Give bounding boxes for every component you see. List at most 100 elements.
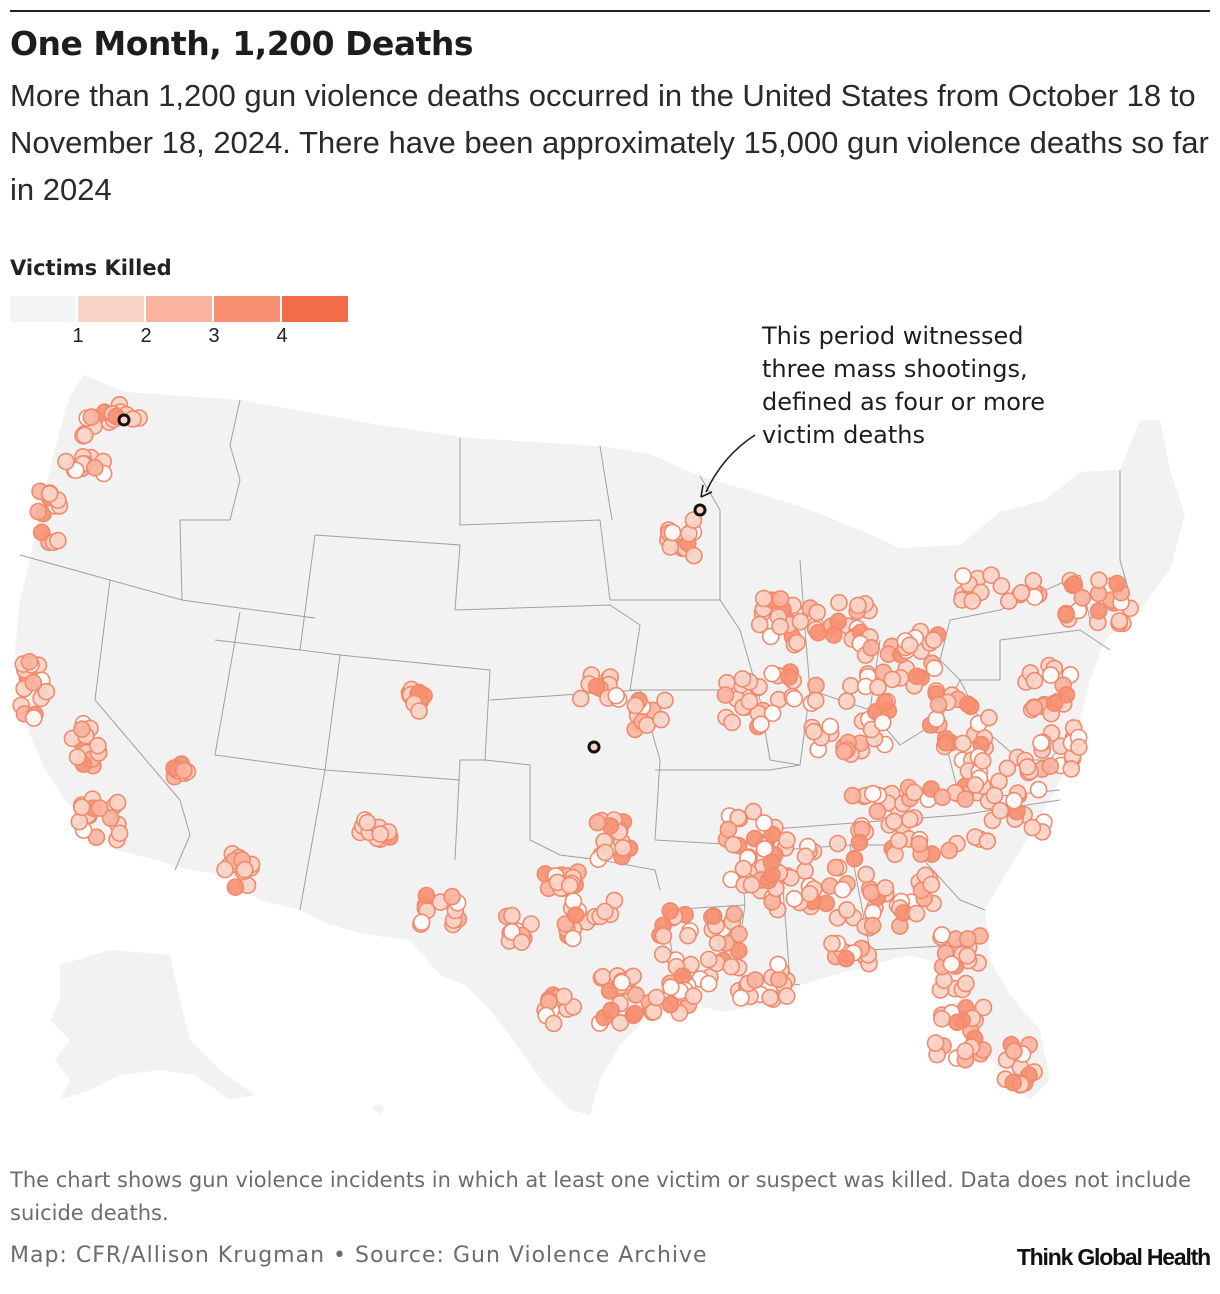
incident-point [849,596,867,615]
incident-point [605,891,624,910]
incident-point [625,1004,644,1023]
incident-point [663,523,682,542]
incident-point [769,970,788,989]
incident-point [644,1002,663,1021]
brand-logo: Think Global Health [1016,1244,1211,1270]
incident-point [699,950,718,969]
hawaii-land [372,1104,384,1114]
incident-point [863,916,882,935]
annotation-arrow [705,434,756,493]
incident-point [991,801,1010,820]
incident-point [740,692,759,711]
incident-point [602,1001,620,1020]
incident-point [719,820,738,839]
incident-point [1032,734,1050,752]
incident-point [804,722,823,741]
incident-point [742,875,761,894]
incident-point [746,971,765,989]
incident-point [571,689,590,708]
incident-point [933,788,952,807]
legend-color-bar [10,296,350,322]
chart-title: One Month, 1,200 Deaths [10,24,474,63]
incident-point [744,802,763,821]
incident-point [593,967,612,986]
incident-point [817,894,836,913]
incident-point [226,878,245,897]
incident-point [862,883,880,902]
top-rule [10,10,1210,12]
incident-point [699,974,718,993]
incident-point [910,835,929,853]
incident-point [611,1013,630,1032]
incident-point [410,702,428,720]
incident-point [868,802,887,821]
incident-point [778,831,796,849]
incident-point [216,860,234,879]
incident-point [371,825,390,843]
incident-point [841,676,860,695]
incident-point [885,812,903,831]
incident-point [1089,602,1108,620]
legend-swatch-3 [214,296,280,322]
incident-point [596,902,614,921]
legend-tick-2: 2 [140,325,152,347]
incident-point [907,904,926,923]
legend-tick-1: 1 [72,325,84,347]
incident-point [29,502,48,521]
border-5 [214,611,326,771]
legend-tick-4: 4 [276,325,288,347]
incident-point [807,676,825,695]
incident-point [417,886,436,905]
incident-point [108,793,127,812]
incident-point [90,799,109,817]
incident-point [850,833,869,852]
border-1 [179,399,241,601]
incident-point [89,736,107,755]
legend-title: Victims Killed [10,256,172,280]
incident-point [948,1013,966,1032]
incident-point [763,704,782,723]
chart-subtitle: More than 1,200 gun violence deaths occu… [10,78,1209,207]
incident-point [653,945,672,964]
border-20 [655,764,801,771]
incident-point [999,592,1018,611]
incident-point [924,631,943,649]
incident-point [750,615,769,634]
incident-point [724,835,743,854]
incident-point [873,713,892,732]
incident-point [985,786,1004,805]
incident-point [857,865,876,884]
incident-point [661,995,680,1014]
incident-point [685,546,703,565]
incident-point [933,926,951,944]
incident-point [662,978,680,997]
incident-point [679,926,697,945]
incident-point [940,841,959,860]
incident-point [82,408,101,426]
incident-point [236,860,254,879]
incident-point [722,957,741,976]
incident-point [654,927,673,945]
incident-point [555,987,573,1006]
incident-point [1057,605,1075,624]
legend-ticks: 1 2 3 4 [10,325,350,351]
incident-point [101,809,120,827]
incident-point [1025,671,1044,690]
incident-point [544,1014,563,1033]
incident-point [110,824,129,843]
incident-point [627,986,645,1004]
annotation-line-2: three mass shootings, [762,355,1028,383]
incident-point [600,982,619,1000]
incident-point [656,691,674,710]
border-35 [999,629,1111,651]
incident-point [708,934,727,952]
incident-point [826,858,845,877]
incident-point [1005,791,1023,810]
incident-point [992,577,1011,595]
footnote: The chart shows gun violence incidents i… [10,1168,1192,1225]
incident-point [588,813,607,832]
incident-point [761,988,779,1007]
incident-point [1073,588,1092,607]
incident-point [1090,571,1108,590]
incident-point [20,652,39,671]
